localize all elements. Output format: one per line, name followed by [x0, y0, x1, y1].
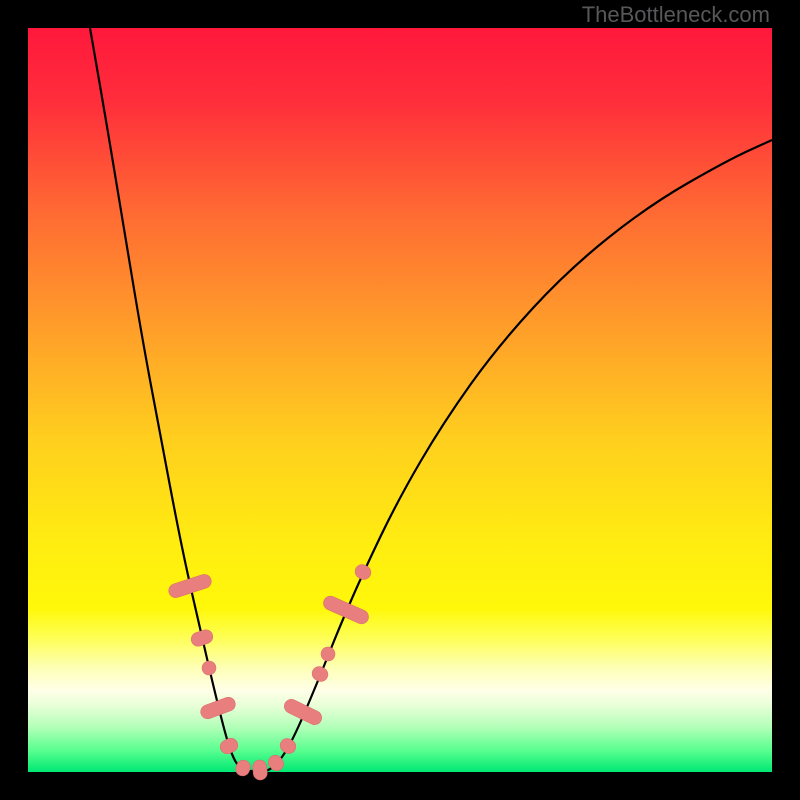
- highlight-marker: [282, 697, 324, 727]
- highlight-markers: [167, 562, 373, 780]
- highlight-marker: [252, 759, 268, 780]
- highlight-marker: [199, 695, 238, 720]
- highlight-marker: [310, 664, 330, 683]
- highlight-marker: [189, 628, 214, 648]
- curve-right-branch: [266, 140, 772, 771]
- chart-plot-area: [28, 28, 772, 772]
- highlight-marker: [218, 736, 240, 756]
- curve-left-branch: [90, 28, 248, 771]
- highlight-marker: [167, 573, 213, 600]
- highlight-marker: [278, 736, 299, 756]
- highlight-marker: [319, 645, 338, 664]
- highlight-marker: [321, 594, 371, 626]
- highlight-marker: [353, 562, 374, 582]
- bottleneck-curve-layer: [28, 28, 772, 772]
- source-watermark: TheBottleneck.com: [582, 2, 770, 28]
- highlight-marker: [200, 659, 218, 677]
